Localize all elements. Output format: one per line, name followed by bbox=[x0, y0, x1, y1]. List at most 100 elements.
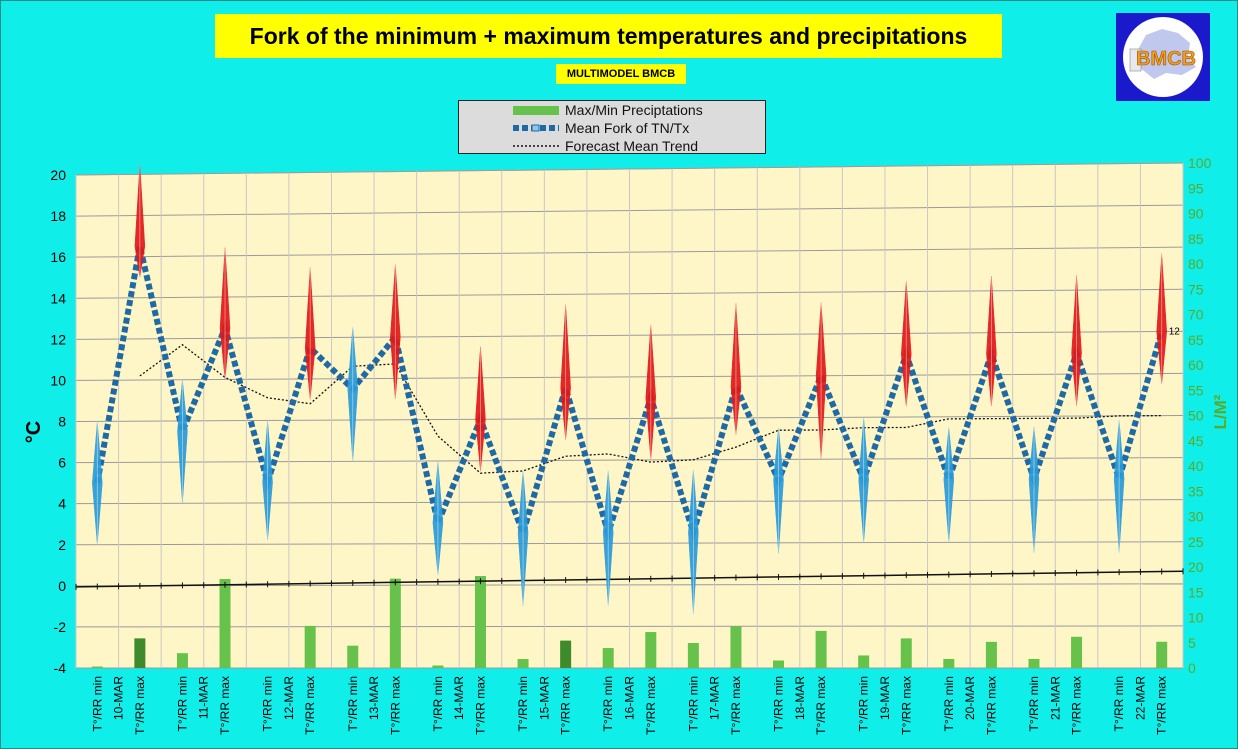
x-axis: T°/RR min 10-MAR T°/RR max T°/RR min 11-MAR T… bbox=[90, 676, 1168, 735]
y2-tick-label: 80 bbox=[1188, 256, 1204, 272]
logo-text: BMCB bbox=[1136, 48, 1196, 70]
x-tick-label-day: 15-MAR bbox=[537, 676, 551, 720]
legend-label: Forecast Mean Trend bbox=[565, 138, 699, 154]
y-axis-right: 0 5 10 15 20 25 30 35 40 45 50 55 60 65 70 75 80 85 90 95 10… bbox=[1188, 155, 1230, 676]
y2-tick-label: 75 bbox=[1188, 281, 1204, 297]
x-tick-label-min: T°/RR min bbox=[431, 676, 445, 731]
y-tick-label: 8 bbox=[58, 414, 66, 430]
x-tick-label-day: 21-MAR bbox=[1048, 676, 1062, 720]
x-tick-label-max: T°/RR max bbox=[559, 676, 573, 735]
x-tick-label-min: T°/RR min bbox=[1027, 676, 1041, 731]
x-tick-label-day: 19-MAR bbox=[878, 676, 892, 720]
x-tick-label-max: T°/RR max bbox=[814, 676, 828, 735]
x-tick-label-min: T°/RR min bbox=[857, 676, 871, 731]
y-tick-label: -2 bbox=[54, 619, 67, 635]
y-tick-label: 2 bbox=[58, 537, 66, 553]
x-tick-label-max: T°/RR max bbox=[984, 676, 998, 735]
legend-item-mean-fork: Mean Fork of TN/Tx bbox=[459, 119, 765, 137]
precip-bar bbox=[645, 632, 657, 668]
x-tick-label-min: T°/RR min bbox=[686, 676, 700, 731]
precip-bar bbox=[900, 638, 912, 668]
x-tick-label-max: T°/RR max bbox=[303, 676, 317, 735]
y2-tick-label: 100 bbox=[1188, 155, 1212, 171]
bmcb-logo: BMCB bbox=[1116, 13, 1210, 101]
y2-tick-label: 15 bbox=[1188, 584, 1204, 600]
y2-tick-label: 40 bbox=[1188, 458, 1204, 474]
x-tick-label-max: T°/RR max bbox=[1155, 676, 1169, 735]
y2-tick-label: 30 bbox=[1188, 509, 1204, 525]
precip-bar bbox=[773, 660, 785, 668]
y-tick-label: 18 bbox=[50, 208, 66, 224]
x-tick-label-max: T°/RR max bbox=[729, 676, 743, 735]
y-axis-label: °C bbox=[23, 421, 45, 443]
x-tick-label-min: T°/RR min bbox=[175, 676, 189, 731]
precip-bar bbox=[1156, 641, 1168, 668]
precip-bar bbox=[304, 625, 316, 668]
y2-tick-label: 45 bbox=[1188, 433, 1204, 449]
x-tick-label-min: T°/RR min bbox=[772, 676, 786, 731]
legend-label: Max/Min Preciptations bbox=[565, 102, 703, 118]
precipitation-bars bbox=[91, 575, 1168, 668]
precip-bar bbox=[1071, 636, 1083, 668]
x-tick-label-day: 11-MAR bbox=[197, 676, 211, 719]
y2-tick-label: 65 bbox=[1188, 332, 1204, 348]
x-tick-label-min: T°/RR min bbox=[346, 676, 360, 731]
precip-bar bbox=[176, 653, 188, 668]
x-tick-label-max: T°/RR max bbox=[473, 676, 487, 735]
y2-tick-label: 35 bbox=[1188, 483, 1204, 499]
legend-label: Mean Fork of TN/Tx bbox=[565, 120, 690, 136]
bmcb-logo-graphic: BMCB bbox=[1123, 17, 1203, 97]
x-tick-label-day: 20-MAR bbox=[963, 676, 977, 720]
y-tick-label: 12 bbox=[50, 331, 66, 347]
x-tick-label-max: T°/RR max bbox=[644, 676, 658, 735]
precip-bar bbox=[1028, 658, 1040, 668]
y-tick-label: 16 bbox=[50, 249, 66, 265]
y-tick-label: 0 bbox=[58, 578, 66, 594]
x-tick-label-min: T°/RR min bbox=[1112, 676, 1126, 731]
y2-tick-label: 85 bbox=[1188, 231, 1204, 247]
precip-bar bbox=[815, 630, 827, 668]
x-tick-label-min: T°/RR min bbox=[516, 676, 530, 731]
chart-title: Fork of the minimum + maximum temperatur… bbox=[215, 14, 1002, 58]
y-tick-label: 10 bbox=[50, 372, 66, 388]
precip-bar bbox=[432, 665, 444, 668]
x-tick-label-day: 17-MAR bbox=[708, 676, 722, 720]
y2-tick-label: 70 bbox=[1188, 307, 1204, 323]
trend-line bbox=[139, 343, 1162, 474]
tmin-markers bbox=[92, 326, 1125, 614]
mean-fork-line bbox=[94, 245, 1165, 544]
x-tick-label-day: 18-MAR bbox=[793, 676, 807, 720]
precip-bar bbox=[687, 643, 699, 668]
y-tick-label: 6 bbox=[58, 455, 66, 471]
y-tick-label: 14 bbox=[50, 290, 66, 306]
x-tick-label-day: 22-MAR bbox=[1133, 676, 1147, 720]
logo-map-shape bbox=[1134, 29, 1196, 79]
x-tick-label-max: T°/RR max bbox=[133, 676, 147, 735]
precip-bar bbox=[219, 578, 231, 668]
x-tick-label-max: T°/RR max bbox=[218, 676, 232, 735]
precip-bar bbox=[347, 645, 359, 668]
y2-axis-label: L/M² bbox=[1211, 394, 1230, 429]
chart-subtitle: MULTIMODEL BMCB bbox=[556, 64, 686, 84]
x-tick-label-max: T°/RR max bbox=[388, 676, 402, 735]
x-tick-label-max: T°/RR max bbox=[1070, 676, 1084, 735]
y2-tick-label: 0 bbox=[1188, 660, 1196, 676]
x-tick-label-day: 16-MAR bbox=[623, 676, 637, 720]
legend-item-trend: Forecast Mean Trend bbox=[459, 137, 765, 155]
y2-tick-label: 90 bbox=[1188, 206, 1204, 222]
x-tick-label-min: T°/RR min bbox=[90, 676, 104, 731]
y-tick-label: 20 bbox=[50, 167, 66, 183]
x-tick-label-min: T°/RR min bbox=[261, 676, 275, 731]
legend-item-precipitations: Max/Min Preciptations bbox=[459, 101, 765, 119]
y2-tick-label: 95 bbox=[1188, 180, 1204, 196]
y2-tick-label: 60 bbox=[1188, 357, 1204, 373]
legend-mean-fork-swatch bbox=[513, 124, 559, 132]
logo-building bbox=[1129, 48, 1142, 72]
legend-precip-swatch bbox=[513, 106, 559, 115]
y-axis-left: -4 -2 0 2 4 6 8 10 12 14 16 18 20 °C bbox=[23, 167, 66, 676]
y2-tick-label: 55 bbox=[1188, 382, 1204, 398]
y2-tick-label: 50 bbox=[1188, 408, 1204, 424]
precip-bar bbox=[730, 626, 742, 668]
x-tick-label-max: T°/RR max bbox=[899, 676, 913, 735]
